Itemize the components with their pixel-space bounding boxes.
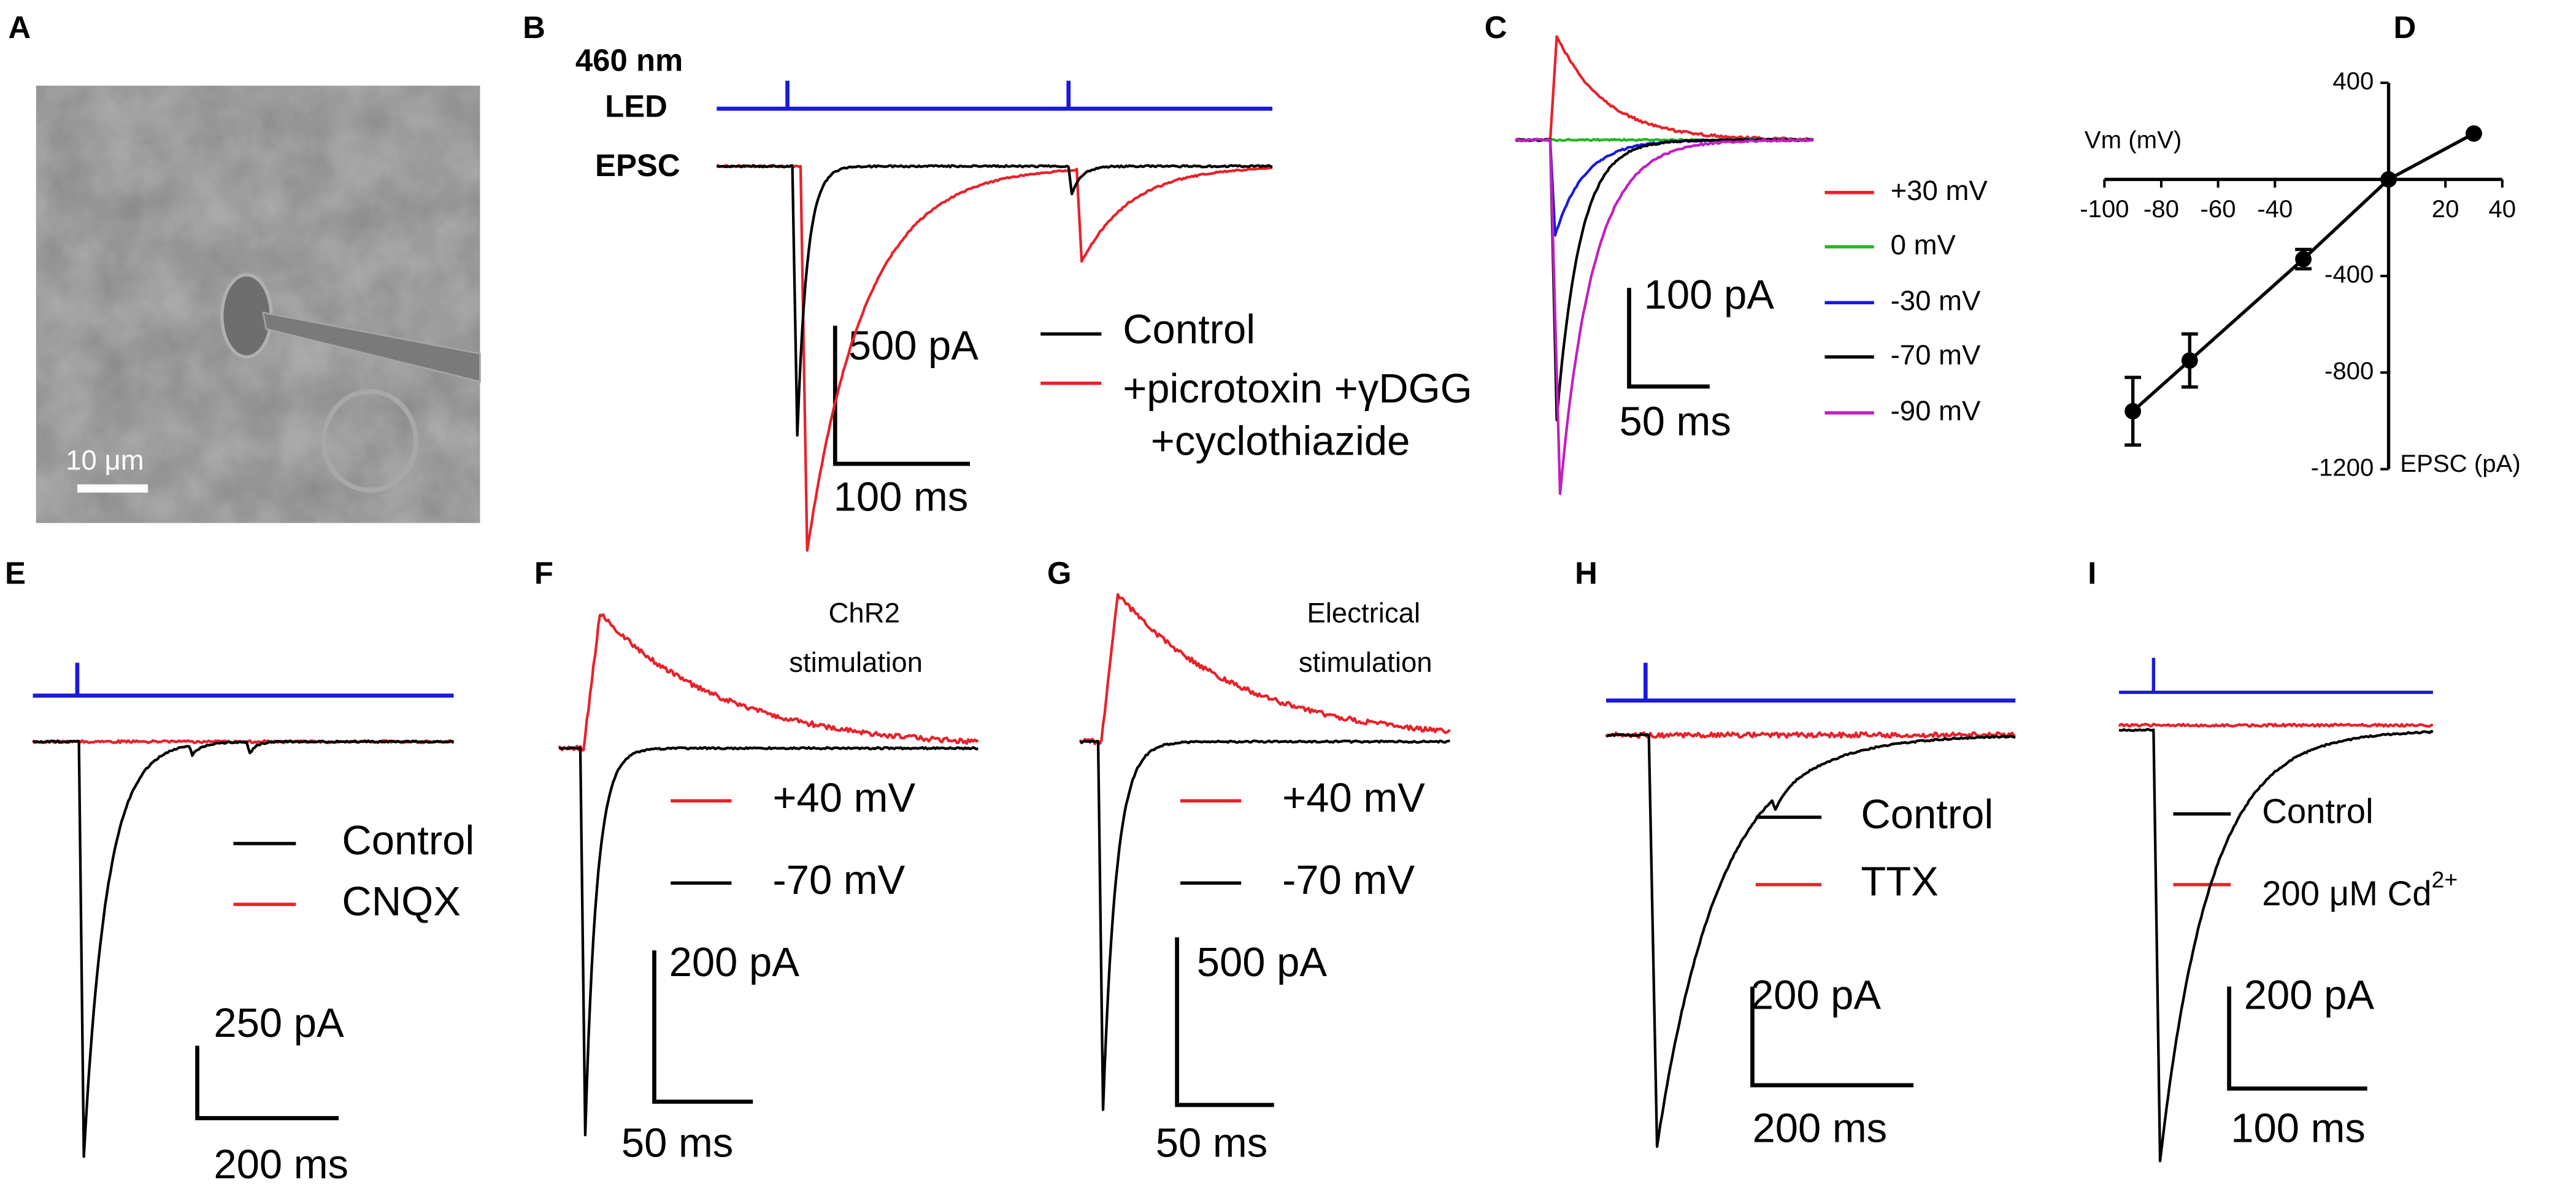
scale-label: 500 pA [848, 323, 979, 369]
scale-bar [832, 325, 970, 466]
annotation: stimulation [1299, 647, 1432, 678]
legend-label: -70 mV [772, 857, 905, 903]
panel-letter: H [1575, 556, 1598, 591]
scale-label: 500 pA [1197, 939, 1328, 985]
scale-label: 50 ms [1619, 398, 1731, 444]
led-trace [717, 80, 1273, 111]
trace [1606, 733, 2016, 1148]
scale-label: 100 pA [1644, 272, 1775, 318]
legend-label: Control [1123, 306, 1255, 352]
pipette [262, 311, 481, 383]
scale-bar [1627, 288, 1710, 389]
cell [321, 389, 418, 493]
trace [717, 164, 1273, 552]
x-axis-label: Vm (mV) [2085, 126, 2182, 153]
scale-label: 200 pA [669, 939, 800, 985]
legend-label: -30 mV [1891, 285, 1981, 316]
trace [558, 746, 979, 1137]
scale-label: 200 ms [1752, 1106, 1887, 1152]
legend-label: Control [342, 818, 474, 864]
panel-letter: E [5, 556, 26, 591]
scale-label: 100 ms [2231, 1106, 2366, 1152]
x-tick-label: 40 [2488, 195, 2516, 223]
legend-label: +40 mV [1282, 775, 1425, 821]
annotation: ChR2 [829, 598, 900, 629]
trace [1605, 731, 2016, 739]
legend-label: +cyclothiazide [1151, 418, 1410, 464]
x-tick-label: -100 [2080, 195, 2129, 223]
trace [1079, 739, 1450, 1111]
y-tick-label: -1200 [2311, 453, 2374, 481]
legend-label: Control [1861, 791, 1993, 837]
trace [2118, 723, 2434, 728]
scale-label: 50 ms [621, 1120, 733, 1166]
label: LED [605, 89, 667, 124]
point [2181, 352, 2198, 369]
annotation: Electrical [1307, 598, 1420, 629]
x-tick-label: -60 [2201, 195, 2236, 223]
x-tick-label: -80 [2143, 195, 2179, 223]
panel-letter: A [8, 10, 31, 45]
y-tick-label: 400 [2332, 67, 2374, 95]
y-tick-label: -800 [2324, 357, 2374, 385]
led-trace [1606, 663, 2016, 703]
point [2466, 125, 2482, 142]
trace [32, 739, 455, 1158]
legend-label: 0 mV [1891, 229, 1956, 260]
scale-label: 250 pA [213, 1000, 344, 1046]
point [2295, 250, 2312, 267]
led-trace [2119, 658, 2433, 695]
legend-label: +picrotoxin +γDGG [1123, 366, 1472, 412]
legend-label: 200 μM Cd2+ [2262, 867, 2458, 913]
label: EPSC [595, 148, 680, 183]
scale-bar [1750, 987, 1914, 1088]
scale-label: 200 pA [1751, 972, 1882, 1018]
scale-label: 50 ms [1156, 1120, 1267, 1166]
scale-bar [652, 950, 753, 1104]
legend-label: -70 mV [1891, 339, 1981, 371]
trace [2118, 728, 2434, 1163]
trace [716, 164, 1273, 437]
panel-letter: B [523, 10, 545, 45]
scale-bar [195, 1045, 339, 1120]
legend-label: -70 mV [1282, 857, 1415, 903]
scale-label: 100 ms [834, 474, 969, 520]
scale-label: 200 ms [213, 1142, 348, 1188]
line [2131, 132, 2475, 413]
scale-label: 10 μm [66, 444, 144, 475]
legend-label: +30 mV [1891, 175, 1988, 206]
legend-label: Control [2262, 792, 2373, 831]
panel-letter: C [1485, 10, 1507, 45]
point [2124, 402, 2142, 420]
panel-letter: I [2088, 556, 2096, 591]
legend-label: -90 mV [1891, 395, 1981, 426]
trace [558, 613, 979, 752]
scale-bar [1175, 937, 1274, 1107]
y-tick-label: -400 [2324, 260, 2374, 288]
legend-label: TTX [1861, 859, 1939, 905]
legend-label: CNQX [342, 879, 461, 925]
panel-letter: G [1047, 556, 1072, 591]
trace [1515, 137, 1814, 495]
x-tick-label: 20 [2432, 195, 2459, 223]
trace [1515, 35, 1813, 143]
legend-text: 200 μM Cd [2262, 874, 2431, 913]
panel-letter: D [2394, 10, 2416, 45]
annotation: stimulation [789, 647, 923, 678]
legend-label: +40 mV [772, 775, 915, 821]
x-tick-label: -40 [2257, 195, 2293, 223]
led-trace [33, 663, 454, 698]
trace [1078, 593, 1451, 745]
panel-letter: F [534, 556, 553, 591]
scale-bar [2227, 987, 2367, 1091]
y-axis-label: EPSC (pA) [2400, 450, 2521, 477]
point [2380, 171, 2397, 188]
scale-label: 200 pA [2244, 972, 2375, 1018]
superscript: 2+ [2432, 867, 2458, 893]
label: 460 nm [575, 43, 683, 78]
